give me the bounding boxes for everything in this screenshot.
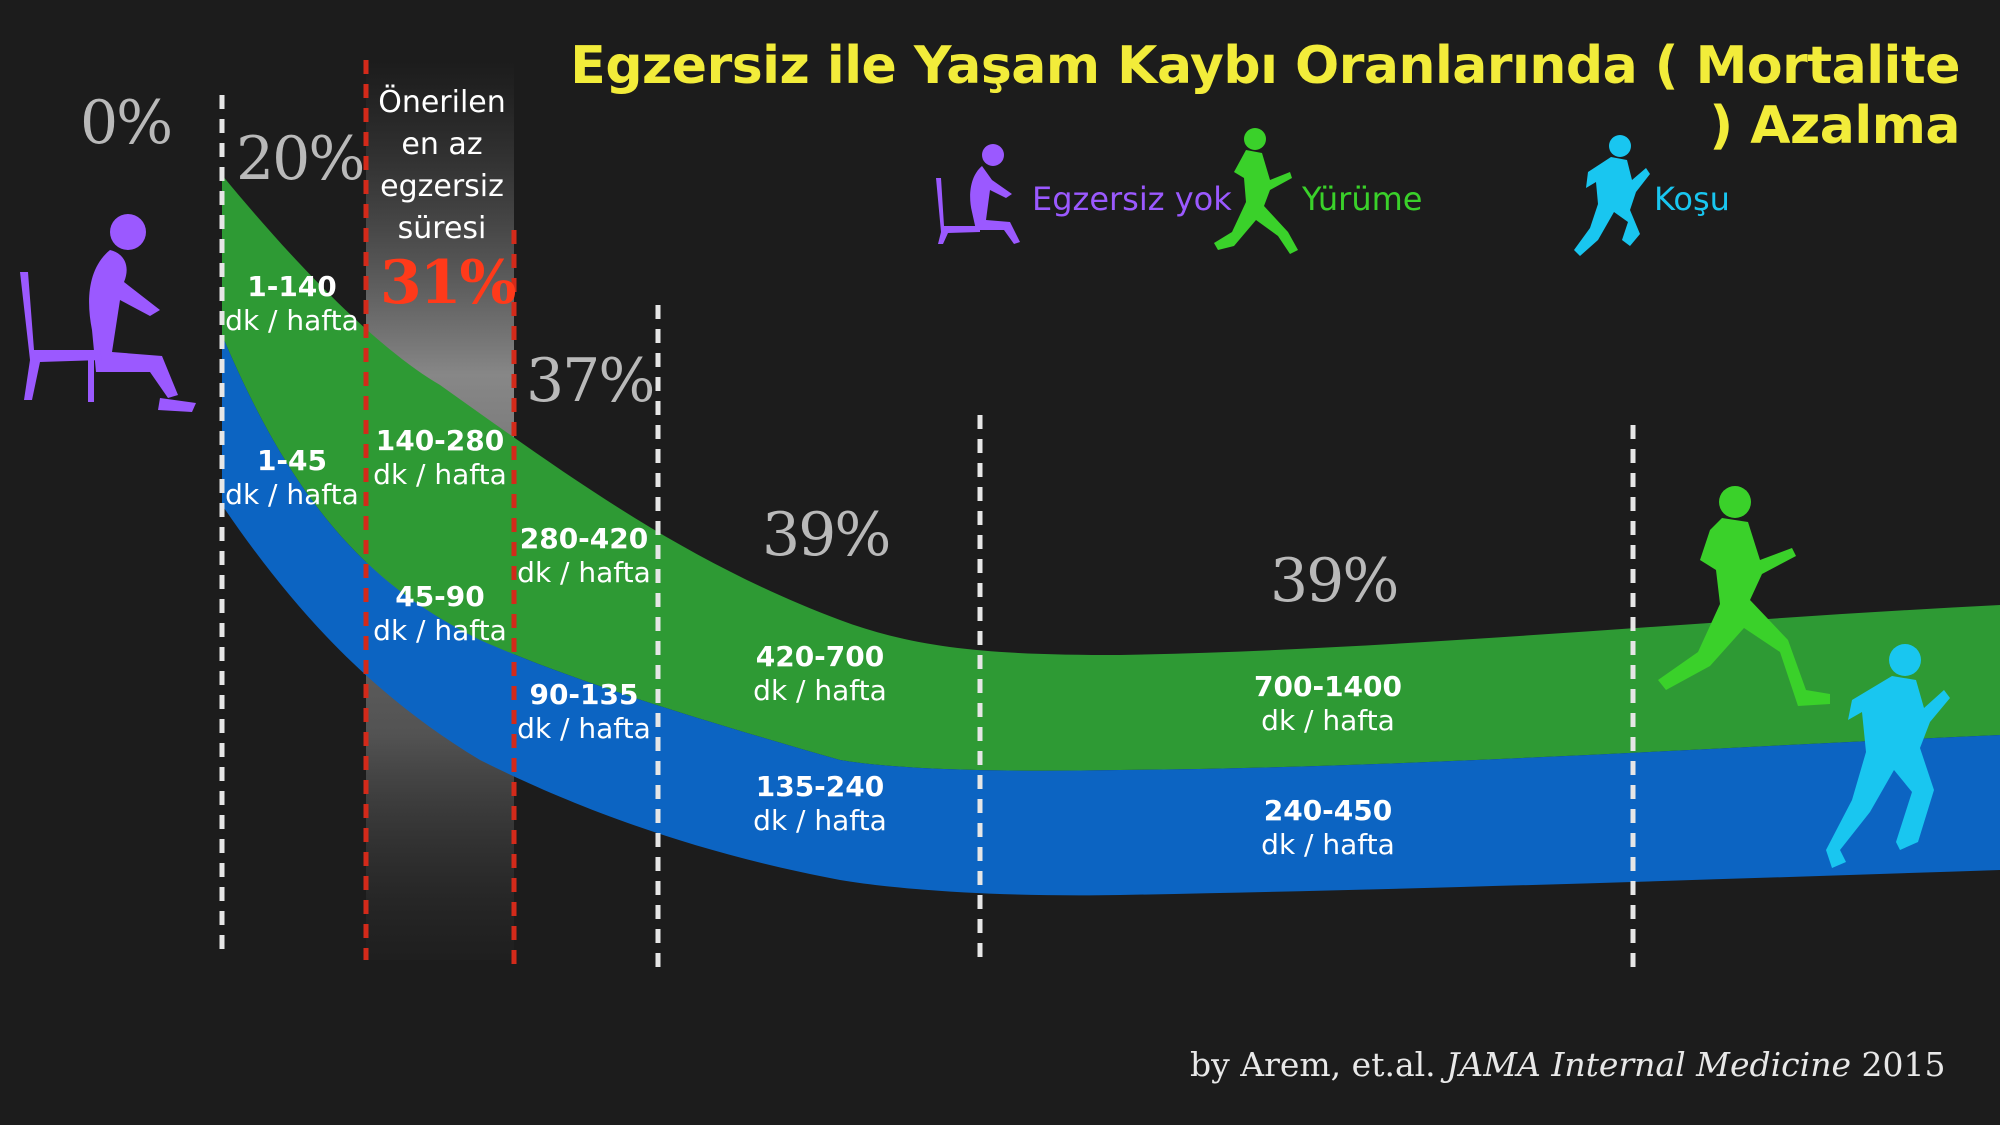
- range-value: 280-420: [519, 522, 649, 555]
- running-band: [222, 335, 2000, 896]
- legend-walking-icon: [1214, 128, 1298, 254]
- legend-no-exercise: Egzersiz yok: [1032, 180, 1232, 218]
- range-unit: dk / hafta: [1261, 704, 1395, 737]
- range-unit: dk / hafta: [753, 804, 887, 837]
- pct-label-0: 0%: [80, 88, 173, 158]
- range-value: 1-45: [256, 444, 328, 477]
- pct-label-4: 39%: [762, 500, 891, 570]
- credit-journal: JAMA Internal Medicine: [1446, 1045, 1851, 1084]
- range-unit: dk / hafta: [517, 556, 651, 589]
- range-value: 700-1400: [1254, 670, 1402, 703]
- walking-band: [222, 175, 2000, 771]
- walking-range-1: 1-140 dk / hafta: [182, 270, 402, 338]
- running-range-5: 240-450 dk / hafta: [1218, 794, 1438, 862]
- legend-running: Koşu: [1654, 180, 1730, 218]
- range-unit: dk / hafta: [753, 674, 887, 707]
- range-value: 90-135: [529, 678, 639, 711]
- running-range-3: 90-135 dk / hafta: [474, 678, 694, 746]
- range-unit: dk / hafta: [225, 304, 359, 337]
- walking-range-4: 420-700 dk / hafta: [710, 640, 930, 708]
- recommended-line-2: en az: [401, 127, 483, 162]
- walking-range-2: 140-280 dk / hafta: [330, 424, 550, 492]
- range-unit: dk / hafta: [517, 712, 651, 745]
- recommended-line-3: egzersiz: [380, 169, 504, 204]
- running-range-1: 1-45 dk / hafta: [182, 444, 402, 512]
- recommended-minimum-label: Önerilen en az egzersiz süresi: [362, 82, 522, 250]
- walking-range-5: 700-1400 dk / hafta: [1218, 670, 1438, 738]
- running-range-4: 135-240 dk / hafta: [710, 770, 930, 838]
- credit-year: 2015: [1850, 1045, 1946, 1084]
- pct-label-5: 39%: [1270, 546, 1399, 616]
- legend-walking: Yürüme: [1302, 180, 1423, 218]
- range-unit: dk / hafta: [1261, 828, 1395, 861]
- credit-prefix: by Arem, et.al.: [1190, 1045, 1447, 1084]
- dividers: [219, 60, 1636, 975]
- pct-label-1: 20%: [236, 124, 365, 194]
- range-unit: dk / hafta: [373, 458, 507, 491]
- recommended-line-4: süresi: [397, 211, 487, 246]
- running-person-icon: [1826, 644, 1950, 868]
- chart-title: Egzersiz ile Yaşam Kaybı Oranlarında ( M…: [570, 36, 1960, 156]
- range-value: 1-140: [247, 270, 337, 303]
- range-value: 140-280: [375, 424, 505, 457]
- legend-running-icon: [1574, 135, 1650, 256]
- recommended-line-1: Önerilen: [378, 85, 506, 120]
- walking-range-3: 280-420 dk / hafta: [474, 522, 694, 590]
- range-value: 420-700: [755, 640, 885, 673]
- range-value: 45-90: [395, 580, 485, 613]
- sitting-person-icon: [20, 214, 196, 412]
- legend-sitting-icon: [936, 144, 1020, 244]
- range-value: 240-450: [1263, 794, 1393, 827]
- range-unit: dk / hafta: [373, 614, 507, 647]
- pct-label-3: 37%: [526, 346, 655, 416]
- range-value: 135-240: [755, 770, 885, 803]
- range-unit: dk / hafta: [225, 478, 359, 511]
- walking-person-icon: [1658, 486, 1830, 706]
- running-range-2: 45-90 dk / hafta: [330, 580, 550, 648]
- source-credit: by Arem, et.al. JAMA Internal Medicine 2…: [1190, 1045, 1945, 1084]
- pct-label-2: 31%: [380, 248, 517, 318]
